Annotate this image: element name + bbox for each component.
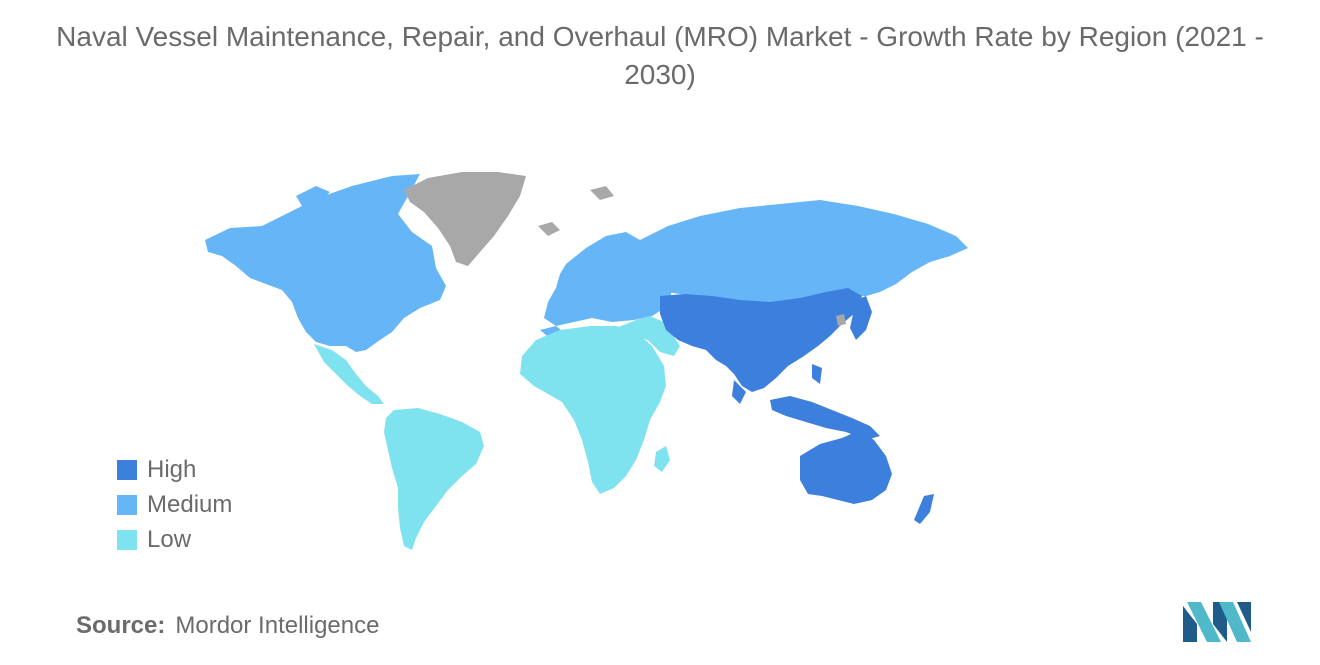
region-australia bbox=[800, 430, 934, 524]
region-latin-america bbox=[314, 344, 484, 550]
legend-item-high: High bbox=[117, 452, 232, 487]
legend-label-medium: Medium bbox=[147, 490, 233, 518]
legend-label-low: Low bbox=[147, 525, 192, 553]
map-title: Naval Vessel Maintenance, Repair, and Ov… bbox=[56, 21, 1264, 90]
region-middle-east-africa bbox=[520, 316, 680, 494]
legend-swatch-low bbox=[117, 529, 137, 550]
region-russia bbox=[640, 200, 968, 304]
region-asia-pacific bbox=[660, 288, 880, 440]
mordor-intelligence-logo-icon bbox=[1183, 602, 1251, 642]
region-north-america bbox=[205, 174, 446, 352]
legend-item-low: Low bbox=[117, 522, 232, 557]
region-iceland bbox=[538, 222, 560, 236]
legend-label-high: High bbox=[147, 455, 197, 483]
region-svalbard bbox=[590, 186, 614, 200]
legend-swatch-high bbox=[117, 459, 137, 480]
source-line: Source: Mordor Intelligence bbox=[76, 612, 379, 640]
source-value: Mordor Intelligence bbox=[175, 612, 380, 639]
legend-swatch-medium bbox=[117, 494, 137, 515]
region-greenland bbox=[404, 172, 526, 266]
region-north-korea bbox=[836, 314, 846, 326]
source-label: Source: bbox=[76, 612, 166, 639]
legend-item-medium: Medium bbox=[117, 487, 232, 522]
map-legend: High Medium Low bbox=[117, 452, 232, 557]
